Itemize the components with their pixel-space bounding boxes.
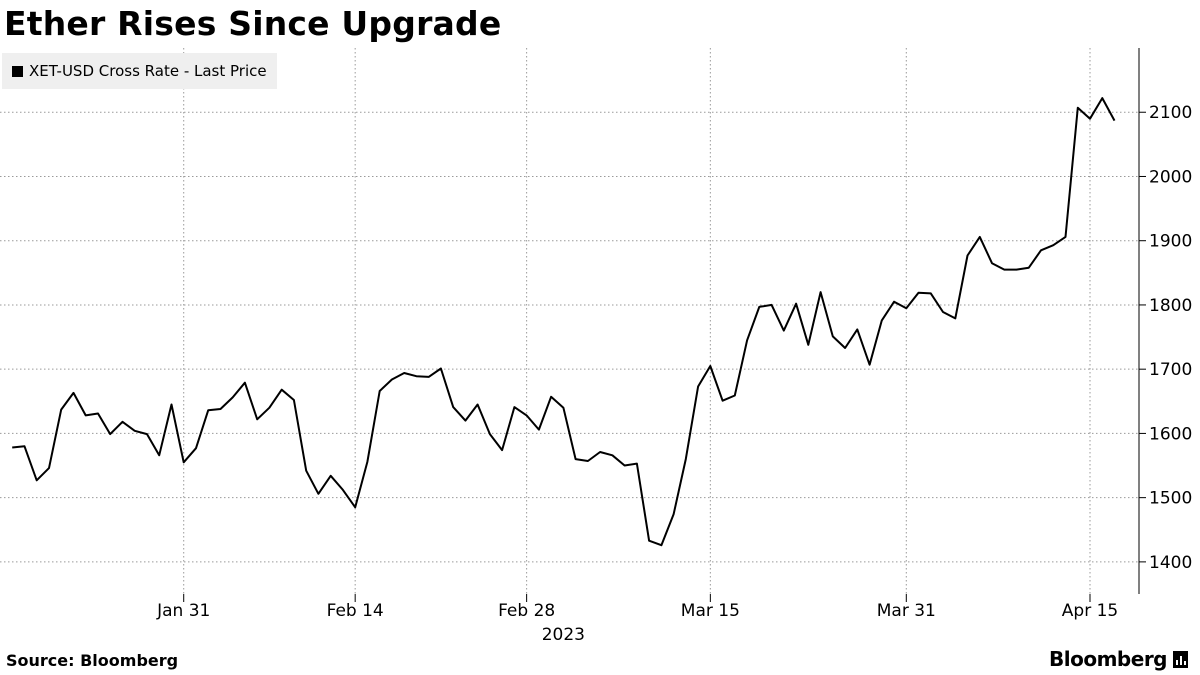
y-tick-label: 2100 [1149, 103, 1192, 123]
x-tick-label: Apr 15 [1062, 601, 1118, 621]
source-note: Source: Bloomberg [6, 651, 179, 670]
x-tick-label: Feb 28 [498, 601, 555, 621]
y-tick-label: 1400 [1149, 553, 1192, 573]
series-line [12, 97, 1116, 547]
legend-label: XET-USD Cross Rate - Last Price [29, 62, 267, 80]
bar-chart-icon [1173, 650, 1188, 668]
y-tick-label: 1500 [1149, 489, 1192, 509]
chart-title: Ether Rises Since Upgrade [4, 4, 502, 43]
y-tick-label: 1600 [1149, 424, 1192, 444]
brand-name: Bloomberg [1049, 647, 1167, 671]
x-tick-label: Mar 15 [681, 601, 740, 621]
vertical-gridlines [183, 48, 1091, 594]
y-tick-label: 1700 [1149, 360, 1192, 380]
y-tick-label: 1900 [1149, 232, 1192, 252]
y-tick-label: 2000 [1149, 167, 1192, 187]
y-tick-label: 1800 [1149, 296, 1192, 316]
brand-logo: Bloomberg [1049, 647, 1188, 671]
legend-swatch [12, 65, 23, 77]
x-tick-label: Feb 14 [327, 601, 384, 621]
x-tick-label: Mar 31 [877, 601, 936, 621]
x-tick-label: Jan 31 [156, 601, 210, 621]
horizontal-gridlines [0, 111, 1139, 563]
x-tick-labels: Jan 31 Feb 14 Feb 28 Mar 15 Mar 31 Apr 15 [156, 594, 1118, 621]
y-tick-labels: 1400 1500 1600 1700 1800 1900 2000 2100 [1139, 103, 1192, 573]
legend: XET-USD Cross Rate - Last Price [2, 53, 277, 89]
x-year-label: 2023 [542, 625, 585, 645]
